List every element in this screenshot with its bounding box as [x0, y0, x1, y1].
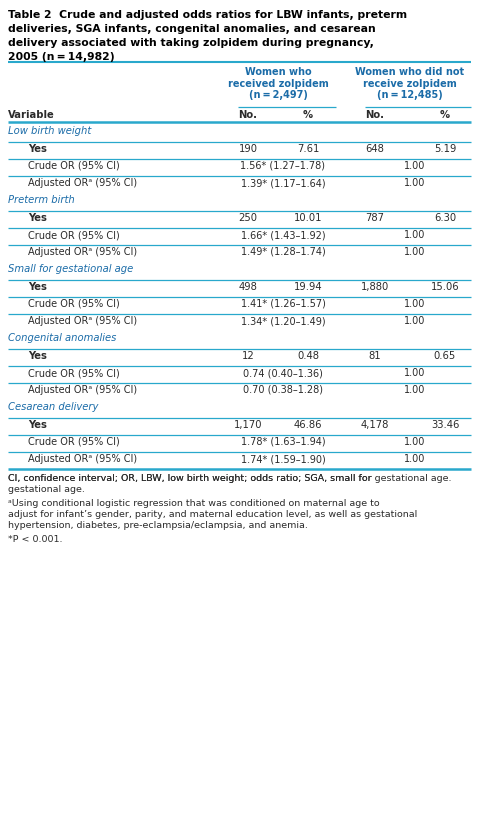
- Text: 1.78* (1.63–1.94): 1.78* (1.63–1.94): [240, 437, 325, 447]
- Text: Preterm birth: Preterm birth: [8, 195, 75, 205]
- Text: 12: 12: [241, 351, 254, 361]
- Text: Adjusted ORᵃ (95% CI): Adjusted ORᵃ (95% CI): [28, 385, 137, 395]
- Text: Women who did not
receive zolpidem
(n = 12,485): Women who did not receive zolpidem (n = …: [355, 67, 465, 100]
- Text: Crude OR (95% CI): Crude OR (95% CI): [28, 368, 120, 378]
- Text: deliveries, SGA infants, congenital anomalies, and cesarean: deliveries, SGA infants, congenital anom…: [8, 24, 376, 34]
- Text: 19.94: 19.94: [294, 282, 322, 292]
- Text: ᵃUsing conditional logistic regression that was conditioned on maternal age to: ᵃUsing conditional logistic regression t…: [8, 499, 380, 508]
- Text: 1.00: 1.00: [404, 454, 426, 464]
- Text: Crude OR (95% CI): Crude OR (95% CI): [28, 437, 120, 447]
- Text: 1.00: 1.00: [404, 316, 426, 326]
- Text: 1.49* (1.28–1.74): 1.49* (1.28–1.74): [240, 247, 325, 257]
- Text: 1.00: 1.00: [404, 368, 426, 378]
- Text: 0.48: 0.48: [297, 351, 319, 361]
- Text: 1.34* (1.20–1.49): 1.34* (1.20–1.49): [240, 316, 325, 326]
- Text: Adjusted ORᵃ (95% CI): Adjusted ORᵃ (95% CI): [28, 454, 137, 464]
- Text: 2005 (n = 14,982): 2005 (n = 14,982): [8, 52, 114, 62]
- Text: Congenital anomalies: Congenital anomalies: [8, 333, 116, 343]
- Text: Crude OR (95% CI): Crude OR (95% CI): [28, 230, 120, 240]
- Text: 1.00: 1.00: [404, 247, 426, 257]
- Text: Crude OR (95% CI): Crude OR (95% CI): [28, 161, 120, 171]
- Text: 1.39* (1.17–1.64): 1.39* (1.17–1.64): [240, 178, 325, 188]
- Text: 498: 498: [239, 282, 257, 292]
- Text: 15.06: 15.06: [431, 282, 459, 292]
- Text: Women who
received zolpidem
(n = 2,497): Women who received zolpidem (n = 2,497): [228, 67, 329, 100]
- Text: Yes: Yes: [28, 144, 47, 154]
- Text: CI, confidence interval; OR, LBW, low birth weight; odds ratio; SGA, small for g: CI, confidence interval; OR, LBW, low bi…: [8, 474, 452, 483]
- Text: Adjusted ORᵃ (95% CI): Adjusted ORᵃ (95% CI): [28, 178, 137, 188]
- Text: 1.66* (1.43–1.92): 1.66* (1.43–1.92): [240, 230, 325, 240]
- Text: Table 2  Crude and adjusted odds ratios for LBW infants, preterm: Table 2 Crude and adjusted odds ratios f…: [8, 10, 407, 20]
- Text: Low birth weight: Low birth weight: [8, 126, 91, 136]
- Text: %: %: [440, 110, 450, 120]
- Text: 10.01: 10.01: [294, 213, 322, 223]
- Text: Yes: Yes: [28, 213, 47, 223]
- Text: No.: No.: [365, 110, 385, 120]
- Text: 0.74 (0.40–1.36): 0.74 (0.40–1.36): [243, 368, 323, 378]
- Text: Variable: Variable: [8, 110, 55, 120]
- Text: 648: 648: [365, 144, 385, 154]
- Text: 1.00: 1.00: [404, 437, 426, 447]
- Text: gestational age.: gestational age.: [8, 485, 85, 494]
- Text: Yes: Yes: [28, 420, 47, 430]
- Text: 5.19: 5.19: [434, 144, 456, 154]
- Text: No.: No.: [239, 110, 258, 120]
- Text: 81: 81: [369, 351, 381, 361]
- Text: 1,880: 1,880: [361, 282, 389, 292]
- Text: Adjusted ORᵃ (95% CI): Adjusted ORᵃ (95% CI): [28, 247, 137, 257]
- Text: 0.65: 0.65: [434, 351, 456, 361]
- Text: 190: 190: [239, 144, 258, 154]
- Text: 787: 787: [365, 213, 385, 223]
- Text: 1.41* (1.26–1.57): 1.41* (1.26–1.57): [240, 299, 325, 309]
- Text: Crude OR (95% CI): Crude OR (95% CI): [28, 299, 120, 309]
- Text: 1.00: 1.00: [404, 385, 426, 395]
- Text: 1.00: 1.00: [404, 178, 426, 188]
- Text: Small for gestational age: Small for gestational age: [8, 264, 133, 274]
- Text: 33.46: 33.46: [431, 420, 459, 430]
- Text: Adjusted ORᵃ (95% CI): Adjusted ORᵃ (95% CI): [28, 316, 137, 326]
- Text: 250: 250: [239, 213, 258, 223]
- Text: 46.86: 46.86: [294, 420, 322, 430]
- Text: adjust for infant’s gender, parity, and maternal education level, as well as ges: adjust for infant’s gender, parity, and …: [8, 510, 417, 519]
- Text: hypertension, diabetes, pre-eclampsia/eclampsia, and anemia.: hypertension, diabetes, pre-eclampsia/ec…: [8, 521, 308, 530]
- Text: *P < 0.001.: *P < 0.001.: [8, 535, 62, 544]
- Text: 1.56* (1.27–1.78): 1.56* (1.27–1.78): [240, 161, 326, 171]
- Text: 1.00: 1.00: [404, 230, 426, 240]
- Text: Yes: Yes: [28, 351, 47, 361]
- Text: 7.61: 7.61: [297, 144, 319, 154]
- Text: CI, confidence interval; OR, LBW, low birth weight; odds ratio; SGA, small for: CI, confidence interval; OR, LBW, low bi…: [8, 474, 372, 483]
- Text: 1,170: 1,170: [234, 420, 262, 430]
- Text: Cesarean delivery: Cesarean delivery: [8, 402, 98, 412]
- Text: 1.00: 1.00: [404, 161, 426, 171]
- Text: 1.74* (1.59–1.90): 1.74* (1.59–1.90): [240, 454, 325, 464]
- Text: %: %: [303, 110, 313, 120]
- Text: 0.70 (0.38–1.28): 0.70 (0.38–1.28): [243, 385, 323, 395]
- Text: 4,178: 4,178: [361, 420, 389, 430]
- Text: 6.30: 6.30: [434, 213, 456, 223]
- Text: delivery associated with taking zolpidem during pregnancy,: delivery associated with taking zolpidem…: [8, 38, 374, 48]
- Text: Yes: Yes: [28, 282, 47, 292]
- Text: 1.00: 1.00: [404, 299, 426, 309]
